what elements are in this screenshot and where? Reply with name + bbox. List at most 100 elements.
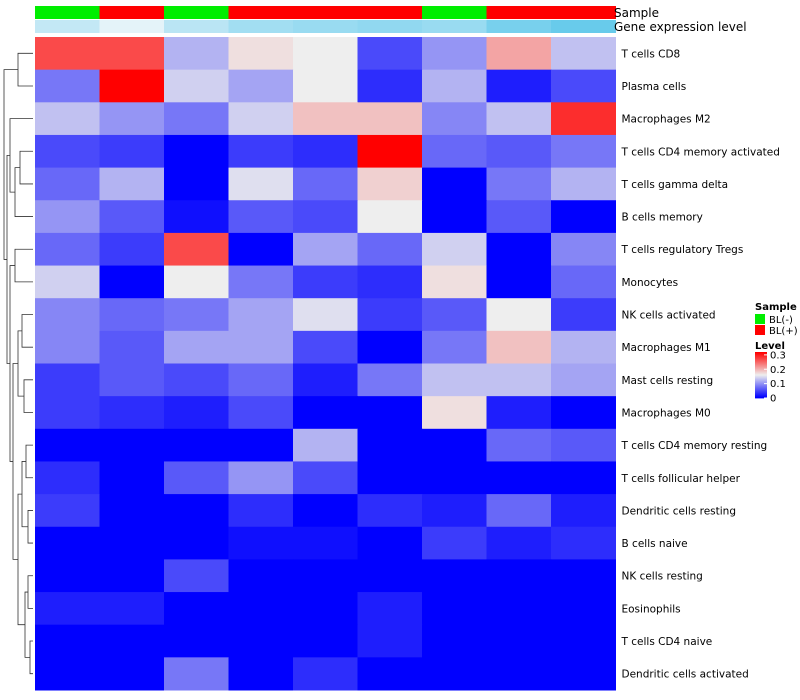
expression-annotation-cell — [422, 20, 487, 33]
legend-swatch-bl-neg — [755, 314, 765, 324]
heatmap-cell — [35, 134, 100, 169]
heatmap-cell — [164, 200, 229, 234]
heatmap-cell — [551, 559, 616, 593]
dendrogram-branch — [19, 150, 33, 185]
heatmap-cell — [357, 265, 423, 299]
heatmap-cell — [293, 494, 358, 528]
heatmap-cell — [422, 37, 487, 71]
heatmap-cell — [293, 134, 358, 169]
heatmap-cell — [293, 167, 358, 201]
heatmap-cell — [422, 102, 487, 136]
heatmap-cell — [551, 624, 616, 658]
row-label: T cells CD4 memory activated — [621, 146, 780, 158]
dendrogram-branch — [6, 154, 10, 364]
sample-annotation-cell — [293, 6, 358, 19]
heatmap-cell — [293, 232, 358, 267]
row-label: Plasma cells — [622, 81, 687, 93]
heatmap-cell — [486, 363, 552, 397]
expression-annotation-label: Gene expression level — [614, 20, 747, 34]
heatmap-cell — [99, 330, 165, 364]
sample-annotation-cell — [99, 6, 165, 19]
heatmap-cell — [164, 102, 229, 136]
colorbar-segment — [755, 395, 767, 397]
colorbar-tick-label: 0 — [770, 394, 776, 405]
heatmap-cell — [99, 559, 165, 593]
dendrogram-branch — [9, 118, 33, 193]
heatmap-cell — [357, 37, 423, 71]
dendrogram-branch — [27, 575, 33, 609]
colorbar-segment — [755, 367, 767, 369]
heatmap-cell — [422, 363, 487, 397]
sample-annotation-cell — [422, 6, 487, 19]
heatmap-cell — [357, 363, 423, 397]
colorbar-segment — [755, 369, 767, 371]
heatmap-cells — [35, 37, 616, 691]
colorbar-tick-label: 0.1 — [770, 379, 786, 390]
heatmap-cell — [35, 461, 100, 495]
heatmap-cell — [164, 265, 229, 299]
heatmap-cell — [228, 396, 294, 430]
dendrogram-branch — [17, 330, 24, 397]
heatmap-cell — [357, 428, 423, 462]
sample-annotation-cell — [164, 6, 229, 19]
heatmap-cell — [164, 592, 229, 626]
heatmap-cell — [422, 167, 487, 201]
heatmap-cell — [228, 461, 294, 495]
heatmap-cell — [486, 134, 552, 169]
colorbar-segment — [755, 360, 767, 362]
heatmap-cell — [99, 624, 165, 658]
heatmap-cell — [99, 37, 165, 71]
heatmap-cell — [99, 363, 165, 397]
heatmap-cell — [164, 298, 229, 332]
heatmap-cell — [357, 396, 423, 430]
row-label: NK cells activated — [622, 310, 716, 322]
heatmap-cell — [164, 559, 229, 593]
colorbar-segment — [755, 355, 767, 357]
heatmap-cell — [422, 330, 487, 364]
dendrogram-branch — [25, 444, 33, 479]
heatmap-cell — [164, 461, 229, 495]
colorbar-segment — [755, 383, 767, 385]
heatmap-cell — [99, 134, 165, 169]
heatmap-cell — [35, 526, 100, 560]
heatmap-cell — [228, 265, 294, 299]
heatmap-cell — [35, 37, 100, 71]
heatmap-cell — [357, 232, 423, 267]
heatmap-cell — [422, 428, 487, 462]
row-label: T cells CD8 — [621, 48, 681, 60]
expression-annotation-cell — [357, 20, 423, 33]
expression-annotation-cell — [99, 20, 165, 33]
heatmap-cell — [228, 428, 294, 462]
heatmap-cell — [35, 265, 100, 299]
heatmap-cell — [357, 69, 423, 103]
heatmap-cell — [293, 363, 358, 397]
heatmap-cell — [99, 69, 165, 103]
heatmap-cell — [486, 298, 552, 332]
sample-annotation-cell — [357, 6, 423, 19]
heatmap-cell — [486, 69, 552, 103]
heatmap-cell — [99, 428, 165, 462]
heatmap-cell — [551, 265, 616, 299]
heatmap-cell — [422, 396, 487, 430]
heatmap-cell — [357, 526, 423, 560]
heatmap-cell — [551, 396, 616, 430]
heatmap-cell — [228, 298, 294, 332]
colorbar-segment — [755, 366, 767, 368]
heatmap-cell — [357, 102, 423, 136]
heatmap-cell — [551, 330, 616, 364]
dendrogram-branch — [17, 493, 25, 626]
heatmap-cell — [422, 526, 487, 560]
heatmap-cell — [486, 232, 552, 267]
colorbar-segment — [755, 379, 767, 381]
heatmap-cell — [293, 428, 358, 462]
heatmap-cell — [228, 69, 294, 103]
expression-annotation-cell — [293, 20, 358, 33]
heatmap-cell — [164, 428, 229, 462]
colorbar-segment — [755, 352, 767, 354]
heatmap-cell — [99, 265, 165, 299]
heatmap-cell — [486, 102, 552, 136]
heatmap-cell — [228, 592, 294, 626]
dendrogram-branch — [23, 379, 33, 413]
heatmap-cell — [293, 396, 358, 430]
heatmap-cell — [551, 428, 616, 462]
